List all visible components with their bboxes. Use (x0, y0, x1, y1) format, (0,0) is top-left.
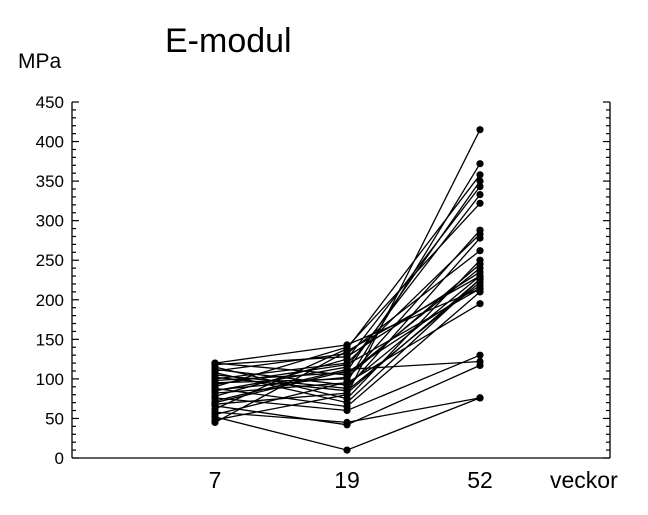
data-point (343, 418, 351, 426)
data-point (476, 126, 484, 134)
data-point (476, 183, 484, 191)
data-point (476, 285, 484, 293)
data-point (476, 275, 484, 283)
data-point (343, 365, 351, 373)
data-point (476, 234, 484, 242)
data-point (476, 351, 484, 359)
y-tick-label: 400 (36, 133, 64, 152)
y-ticks: 0 50 100 150 200 250 300 350 400 450 (36, 93, 610, 468)
x-tick-label: 19 (334, 467, 360, 493)
y-tick-label: 0 (55, 449, 64, 468)
data-point (476, 300, 484, 308)
data-point (476, 160, 484, 168)
y-axis-label: MPa (18, 50, 62, 73)
data-point (476, 361, 484, 369)
data-point (476, 171, 484, 179)
data-point (211, 359, 219, 367)
data-point (476, 247, 484, 255)
data-point (343, 406, 351, 415)
data-point (343, 373, 351, 381)
data-point (343, 379, 351, 387)
x-tick-label: 7 (209, 467, 222, 493)
data-point (343, 353, 351, 361)
data-point (343, 389, 351, 397)
data-point (476, 199, 484, 207)
data-point (211, 400, 219, 408)
y-tick-label: 50 (45, 409, 64, 428)
y-tick-label: 250 (36, 251, 64, 270)
data-point (343, 341, 351, 349)
data-point (211, 418, 219, 426)
x-ticks: 7 19 52 (209, 467, 493, 493)
data-point (343, 446, 351, 454)
y-tick-label: 350 (36, 172, 64, 191)
y-tick-label: 100 (36, 370, 64, 389)
data-point (476, 191, 484, 199)
data-point (476, 260, 484, 268)
data-point (343, 347, 351, 355)
x-tick-label: 52 (467, 467, 493, 493)
data-point (211, 386, 219, 394)
x-axis-label: veckor (550, 467, 618, 493)
y-tick-label: 200 (36, 291, 64, 310)
y-tick-label: 450 (36, 93, 64, 112)
chart-title: E-modul (165, 22, 292, 60)
y-tick-label: 150 (36, 330, 64, 349)
y-tick-label: 300 (36, 212, 64, 231)
data-point (211, 413, 219, 421)
series-lines (211, 126, 484, 454)
data-point (476, 394, 484, 402)
data-point (476, 177, 484, 185)
